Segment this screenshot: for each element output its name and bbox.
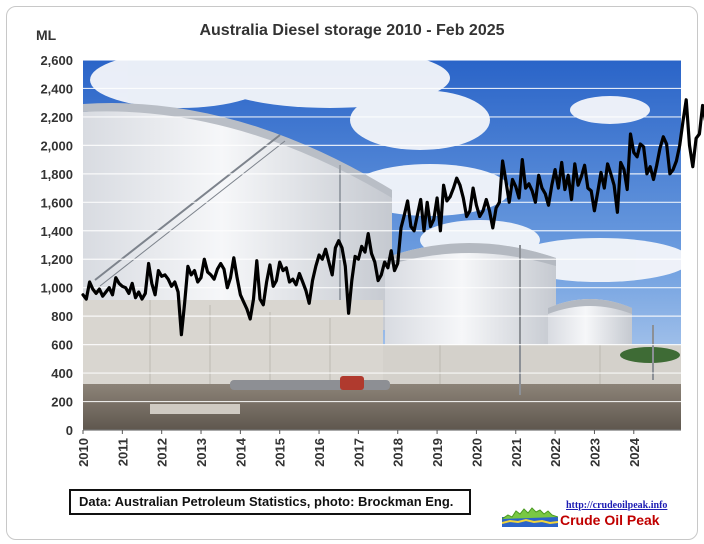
x-tick-label: 2011 bbox=[115, 438, 130, 466]
series-layer bbox=[81, 98, 704, 337]
y-tick-label: 0 bbox=[66, 423, 73, 438]
background-photo bbox=[83, 60, 681, 430]
site-name: Crude Oil Peak bbox=[560, 512, 660, 528]
y-tick-label: 1,000 bbox=[40, 281, 73, 296]
x-tick-label: 2015 bbox=[273, 438, 288, 467]
y-axis-ticks: 0 200 400 600 800 1,000 1,200 1,400 1,600 1,800 2,… bbox=[40, 53, 73, 438]
y-tick-label: 200 bbox=[51, 395, 73, 410]
y-tick-label: 1,400 bbox=[40, 224, 73, 239]
x-tick-label: 2018 bbox=[391, 438, 406, 467]
x-tick-label: 2010 bbox=[76, 438, 91, 467]
source-caption: Data: Australian Petroleum Statistics, p… bbox=[69, 489, 471, 515]
x-tick-label: 2024 bbox=[627, 437, 642, 467]
x-axis-ticks: 2010 2011 2012 2013 2014 2015 2016 2017 2018 2019… bbox=[76, 429, 681, 467]
x-tick-label: 2022 bbox=[548, 438, 563, 467]
y-tick-label: 2,200 bbox=[40, 110, 73, 125]
chart-title: Australia Diesel storage 2010 - Feb 2025 bbox=[199, 22, 505, 39]
y-tick-label: 2,000 bbox=[40, 138, 73, 153]
x-tick-label: 2023 bbox=[587, 438, 602, 467]
y-tick-label: 600 bbox=[51, 338, 73, 353]
site-url-link[interactable]: http://crudeoilpeak.info bbox=[566, 500, 668, 511]
y-axis-unit-label: ML bbox=[36, 27, 57, 43]
y-tick-label: 2,600 bbox=[40, 53, 73, 68]
y-tick-label: 1,800 bbox=[40, 167, 73, 182]
y-tick-label: 1,600 bbox=[40, 195, 73, 210]
x-tick-label: 2014 bbox=[233, 437, 248, 467]
x-tick-label: 2019 bbox=[430, 438, 445, 467]
x-tick-label: 2020 bbox=[469, 438, 484, 467]
crude-oil-peak-logo-icon bbox=[502, 507, 558, 527]
y-tick-label: 2,400 bbox=[40, 81, 73, 96]
y-tick-label: 800 bbox=[51, 309, 73, 324]
series-line bbox=[81, 98, 704, 337]
y-tick-label: 400 bbox=[51, 366, 73, 381]
x-tick-label: 2012 bbox=[155, 438, 170, 467]
x-tick-label: 2013 bbox=[194, 438, 209, 467]
x-tick-label: 2017 bbox=[351, 438, 366, 467]
y-tick-label: 1,200 bbox=[40, 252, 73, 267]
x-tick-label: 2021 bbox=[509, 438, 524, 467]
x-tick-label: 2016 bbox=[312, 438, 327, 467]
